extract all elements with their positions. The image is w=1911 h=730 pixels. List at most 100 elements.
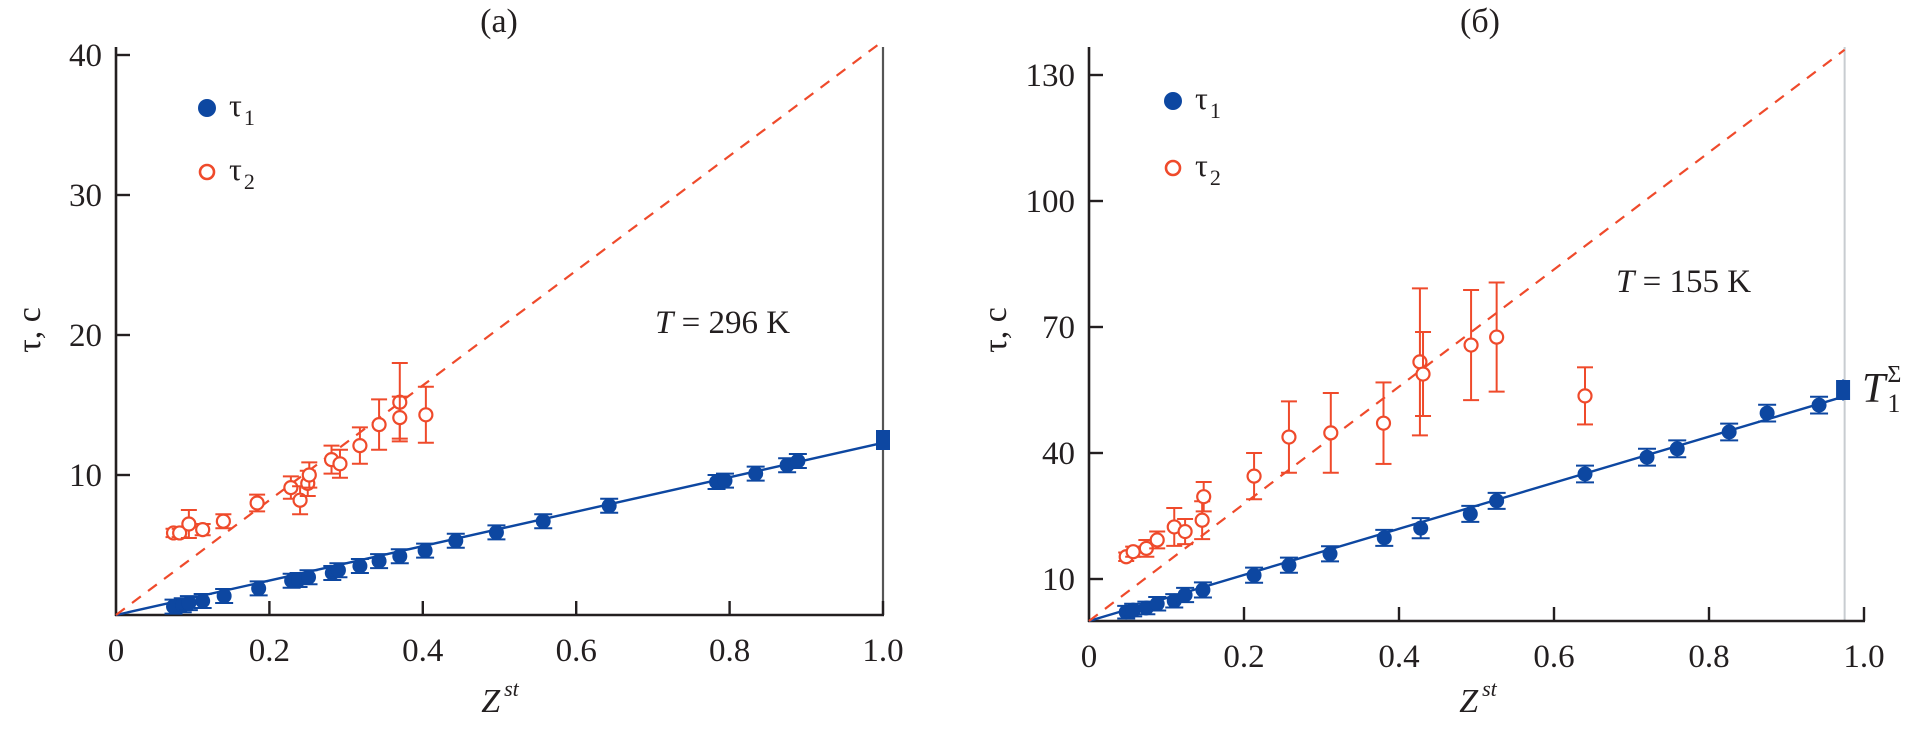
- panel-b-x-tick-label: 0.8: [1688, 639, 1729, 675]
- panel-b-tau1-marker: [1246, 567, 1262, 583]
- panel-a-tau2-point: [249, 493, 266, 513]
- panel-a-x-axis-label-main: Z: [481, 683, 501, 720]
- panel-a-tau1-marker: [352, 558, 368, 574]
- panel-b-legend: τ1 τ2: [1164, 80, 1221, 190]
- panel-b-tau1-point: [1810, 395, 1829, 415]
- panel-b-tau2-marker: [1194, 512, 1210, 528]
- panel-b-x-tick-label: 0: [1081, 639, 1098, 675]
- panel-a-tau2-marker: [172, 525, 188, 541]
- panel-a-tau2-marker: [418, 407, 434, 423]
- panel-a-tau2-point: [351, 426, 368, 465]
- panel-a-tau1-point: [215, 587, 234, 604]
- panel-b-temperature-annotation: T = 155 K: [1616, 264, 1751, 300]
- panel-a-tau2-point: [282, 475, 299, 500]
- panel-b-legend-label-tau2: τ2: [1195, 147, 1221, 190]
- panel-b-tau2-marker: [1415, 366, 1431, 382]
- panel-b-tau2-marker: [1177, 523, 1193, 540]
- panel-b-tau2-marker: [1125, 544, 1141, 560]
- panel-a-tau1-point: [370, 553, 389, 570]
- panel-b-tau1-marker: [1413, 520, 1429, 536]
- panel-b-tau1-marker: [1462, 506, 1478, 522]
- panel-a-tau1-end-point: [876, 430, 890, 450]
- panel-a-x-tick-label: 1.0: [862, 633, 903, 669]
- panel-b-legend-marker-tau2: [1164, 159, 1182, 177]
- panel-a-tau1-point: [715, 472, 734, 489]
- panel-a-tau2-point: [371, 398, 388, 451]
- panel-b-title: (б): [1460, 3, 1500, 40]
- panel-b-tau2-marker: [1375, 415, 1392, 431]
- panel-b-tau2-marker: [1246, 468, 1262, 484]
- panel-b-legend-subscript: 1: [1210, 98, 1221, 123]
- panel-b-tau2-point: [1411, 287, 1428, 437]
- panel-a-tau1-marker: [535, 513, 551, 529]
- panel-b-tau1-marker: [1669, 441, 1685, 457]
- panel-b-y-tick-label: 10: [1042, 562, 1075, 598]
- panel-a-x-tick-label: 0.6: [556, 633, 597, 669]
- panel-b-tau1-marker: [1125, 602, 1141, 618]
- panel-b-x-tick-label: 0.4: [1378, 639, 1419, 675]
- panel-a-ticks: 0 0.2 0.4 0.6 0.8 1.0 10 20 30 40: [69, 38, 904, 669]
- panel-a-title: (a): [480, 3, 518, 40]
- panel-b-tau1-point: [1176, 586, 1195, 604]
- panel-a-tau1-point: [416, 542, 435, 559]
- panel-b-tau2-point: [1322, 391, 1339, 474]
- panel-b-tau1-marker: [1322, 546, 1338, 562]
- panel-b-tau2-marker: [1281, 429, 1297, 445]
- panel-a-tau2-marker: [371, 417, 387, 433]
- panel-b-tau1-marker: [1195, 582, 1211, 598]
- panel-a-legend-subscript: 2: [244, 169, 255, 194]
- panel-b-tau2-point: [1577, 366, 1593, 426]
- panel-a-tau1-marker: [488, 524, 504, 540]
- panel-b-end-label: TΣ 1: [1862, 362, 1901, 418]
- panel-a-tau1-marker: [371, 553, 387, 569]
- panel-a-tau2-point: [391, 395, 408, 440]
- panel-a-tau2-point: [301, 461, 318, 489]
- panel-b-tau2-marker: [1149, 532, 1165, 548]
- panel-a-tau1-marker: [330, 562, 346, 578]
- panel-b-end-label-sup: Σ: [1887, 362, 1901, 388]
- panel-a-tau1-marker: [216, 588, 232, 604]
- panel-b-tau2-point: [1195, 480, 1212, 513]
- panel-b-legend-symbol: τ: [1195, 80, 1208, 116]
- panel-b-legend-symbol: τ: [1195, 147, 1208, 183]
- panel-b-y-tick-label: 100: [1026, 184, 1076, 220]
- panel-a-tau1-marker: [251, 580, 267, 596]
- panel-b-legend-entry-tau1: τ1: [1164, 80, 1221, 123]
- panel-b-tau2-point: [1280, 400, 1297, 474]
- panel-a-tau1-point: [487, 524, 506, 541]
- panel-a-x-tick-label: 0.8: [709, 633, 750, 669]
- panel-a-legend-label-tau1: τ1: [229, 87, 255, 130]
- panel-b-tau2-marker: [1196, 489, 1212, 505]
- panel-a-legend-entry-tau1: τ1: [198, 87, 255, 130]
- panel-a-legend-entry-tau2: τ2: [198, 151, 255, 194]
- panel-a-legend-marker-tau1: [198, 99, 216, 117]
- panel-a-legend-label-tau2: τ2: [229, 151, 255, 194]
- panel-b-tau2-point: [1194, 500, 1211, 541]
- panel-b-x-axis-label-main: Z: [1459, 683, 1479, 720]
- panel-a-tau1-point: [390, 548, 409, 565]
- panel-b-tau1-point: [1124, 602, 1143, 618]
- panel-a-tau1-marker: [448, 533, 464, 549]
- panel-a-y-tick-label: 10: [69, 458, 102, 494]
- panel-b-tau1-point: [1720, 422, 1739, 442]
- panel-b-tau1-point: [1576, 464, 1594, 484]
- panel-a-tau1-point: [299, 569, 318, 586]
- panel-a-x-tick-label: 0.4: [402, 633, 443, 669]
- panel-b-tau1-point: [1758, 403, 1777, 423]
- panel-a-tau1-marker: [301, 569, 317, 585]
- panel-a-legend-marker-tau2: [198, 163, 216, 181]
- panel-a-x-tick-label: 0: [108, 633, 125, 669]
- panel-a-tau1-marker: [748, 466, 764, 482]
- panel-a-x-tick-label: 0.2: [249, 633, 290, 669]
- panel-b-tau1-marker: [1177, 587, 1193, 603]
- panel-b-tau2-point: [1246, 452, 1263, 501]
- panel-a-legend-symbol: τ: [229, 87, 242, 123]
- panel-a-tau2-point: [331, 448, 348, 479]
- panel-b-tau1-point: [1321, 545, 1340, 563]
- panel-a-y-tick-label: 20: [69, 318, 102, 354]
- panel-a-tau1-point: [788, 453, 807, 469]
- panel-b-tau2-point: [1488, 281, 1505, 393]
- panel-b-tau1-point: [1668, 439, 1687, 459]
